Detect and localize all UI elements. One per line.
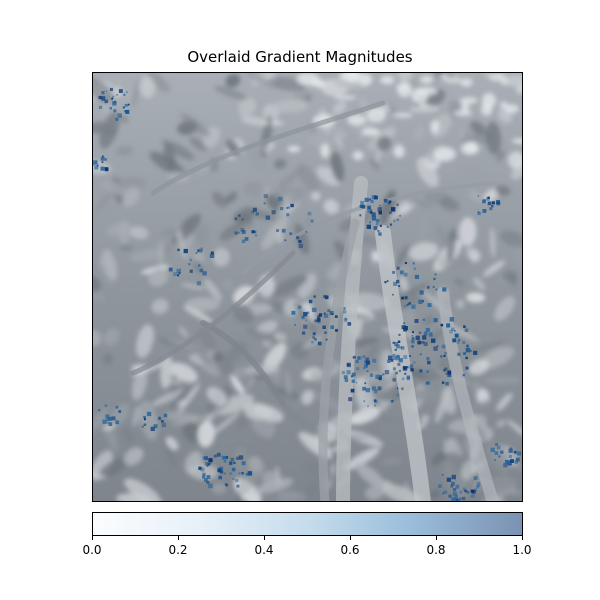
colorbar-tick-label: 0.4 (254, 543, 274, 557)
colorbar-tick (92, 536, 93, 540)
heatmap-plot-area (92, 72, 523, 502)
colorbar-tick-label: 0.2 (168, 543, 188, 557)
colorbar (92, 512, 523, 536)
colorbar-tick (264, 536, 265, 540)
colorbar-tick-label: 0.0 (82, 543, 102, 557)
colorbar-tick (522, 536, 523, 540)
heatmap-image (93, 73, 522, 501)
colorbar-tick (178, 536, 179, 540)
colorbar-gradient (93, 513, 522, 535)
colorbar-tick (436, 536, 437, 540)
gradient-hotspots (93, 87, 521, 501)
colorbar-tick-label: 0.6 (340, 543, 360, 557)
chart-title: Overlaid Gradient Magnitudes (187, 48, 413, 66)
colorbar-tick-label: 1.0 (512, 543, 532, 557)
colorbar-tick (350, 536, 351, 540)
colorbar-axis: 0.0 0.2 0.4 0.6 0.8 1.0 (82, 536, 532, 566)
colorbar-tick-label: 0.8 (426, 543, 446, 557)
